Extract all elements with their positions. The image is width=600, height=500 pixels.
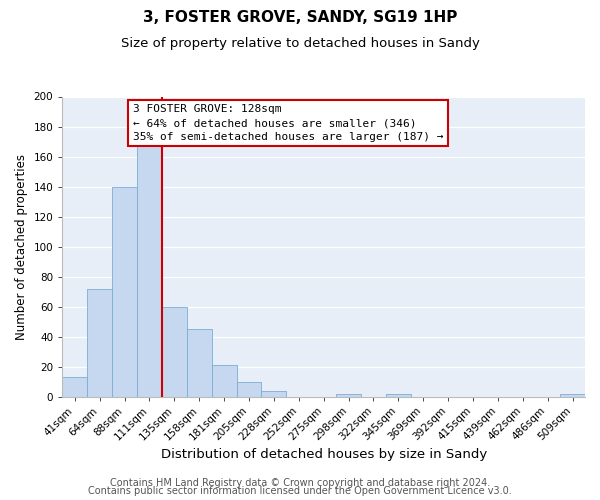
Bar (212, 365, 236, 396)
Text: Contains public sector information licensed under the Open Government Licence v3: Contains public sector information licen… (88, 486, 512, 496)
Bar (62, 377, 87, 396)
Bar (187, 329, 212, 396)
Text: 3 FOSTER GROVE: 128sqm
← 64% of detached houses are smaller (346)
35% of semi-de: 3 FOSTER GROVE: 128sqm ← 64% of detached… (133, 104, 443, 142)
Bar (262, 390, 286, 396)
Y-axis label: Number of detached properties: Number of detached properties (15, 154, 28, 340)
Text: Size of property relative to detached houses in Sandy: Size of property relative to detached ho… (121, 38, 479, 51)
X-axis label: Distribution of detached houses by size in Sandy: Distribution of detached houses by size … (161, 448, 487, 461)
Bar (137, 146, 162, 397)
Bar (87, 288, 112, 397)
Bar (560, 394, 585, 396)
Bar (236, 382, 262, 396)
Bar (162, 306, 187, 396)
Bar (336, 394, 361, 396)
Text: Contains HM Land Registry data © Crown copyright and database right 2024.: Contains HM Land Registry data © Crown c… (110, 478, 490, 488)
Text: 3, FOSTER GROVE, SANDY, SG19 1HP: 3, FOSTER GROVE, SANDY, SG19 1HP (143, 10, 457, 25)
Bar (112, 186, 137, 396)
Bar (386, 394, 411, 396)
